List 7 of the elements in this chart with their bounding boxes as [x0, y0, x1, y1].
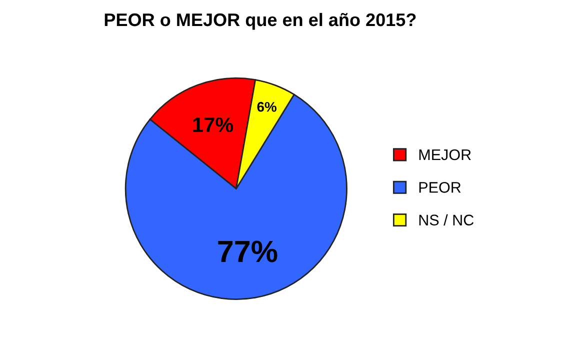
chart-title: PEOR o MEJOR que en el año 2015?: [104, 12, 416, 30]
data-label: 6%: [257, 102, 276, 112]
legend-label: NS / NC: [419, 214, 474, 226]
legend-label: MEJOR: [419, 149, 471, 160]
data-label: 77%: [218, 240, 278, 262]
legend-label: PEOR: [419, 182, 461, 193]
data-label: 17%: [193, 117, 234, 132]
